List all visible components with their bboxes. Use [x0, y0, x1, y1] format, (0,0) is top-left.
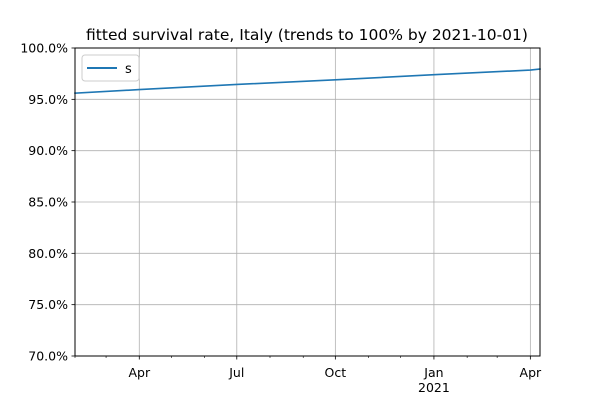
gridlines	[75, 47, 540, 357]
y-tick-label: 100.0%	[20, 41, 68, 56]
y-tick-label: 95.0%	[28, 92, 68, 107]
series-layer	[74, 68, 541, 95]
x-tick-label: Jul	[228, 365, 244, 380]
y-tick-label: 85.0%	[28, 195, 68, 210]
x-tick-label: Jan	[423, 365, 443, 380]
x-tick-sublabel: 2021	[418, 380, 450, 395]
x-tick-label: Oct	[325, 365, 347, 380]
axis-ticks	[71, 47, 531, 360]
x-tick-label: Apr	[520, 365, 542, 380]
y-tick-label: 70.0%	[28, 349, 68, 364]
legend-label-s: s	[125, 62, 132, 77]
series-line-s	[74, 68, 541, 95]
y-tick-label: 80.0%	[28, 246, 68, 261]
axis-tick-labels: 70.0% 75.0% 80.0% 85.0% 90.0% 95.0% 100.0% Apr J…	[20, 41, 542, 396]
y-tick-label: 75.0%	[28, 297, 68, 312]
chart-title: fitted survival rate, Italy (trends to 1…	[86, 26, 528, 44]
y-tick-label: 90.0%	[28, 143, 68, 158]
x-tick-label: Apr	[128, 365, 150, 380]
legend: s	[81, 54, 140, 82]
